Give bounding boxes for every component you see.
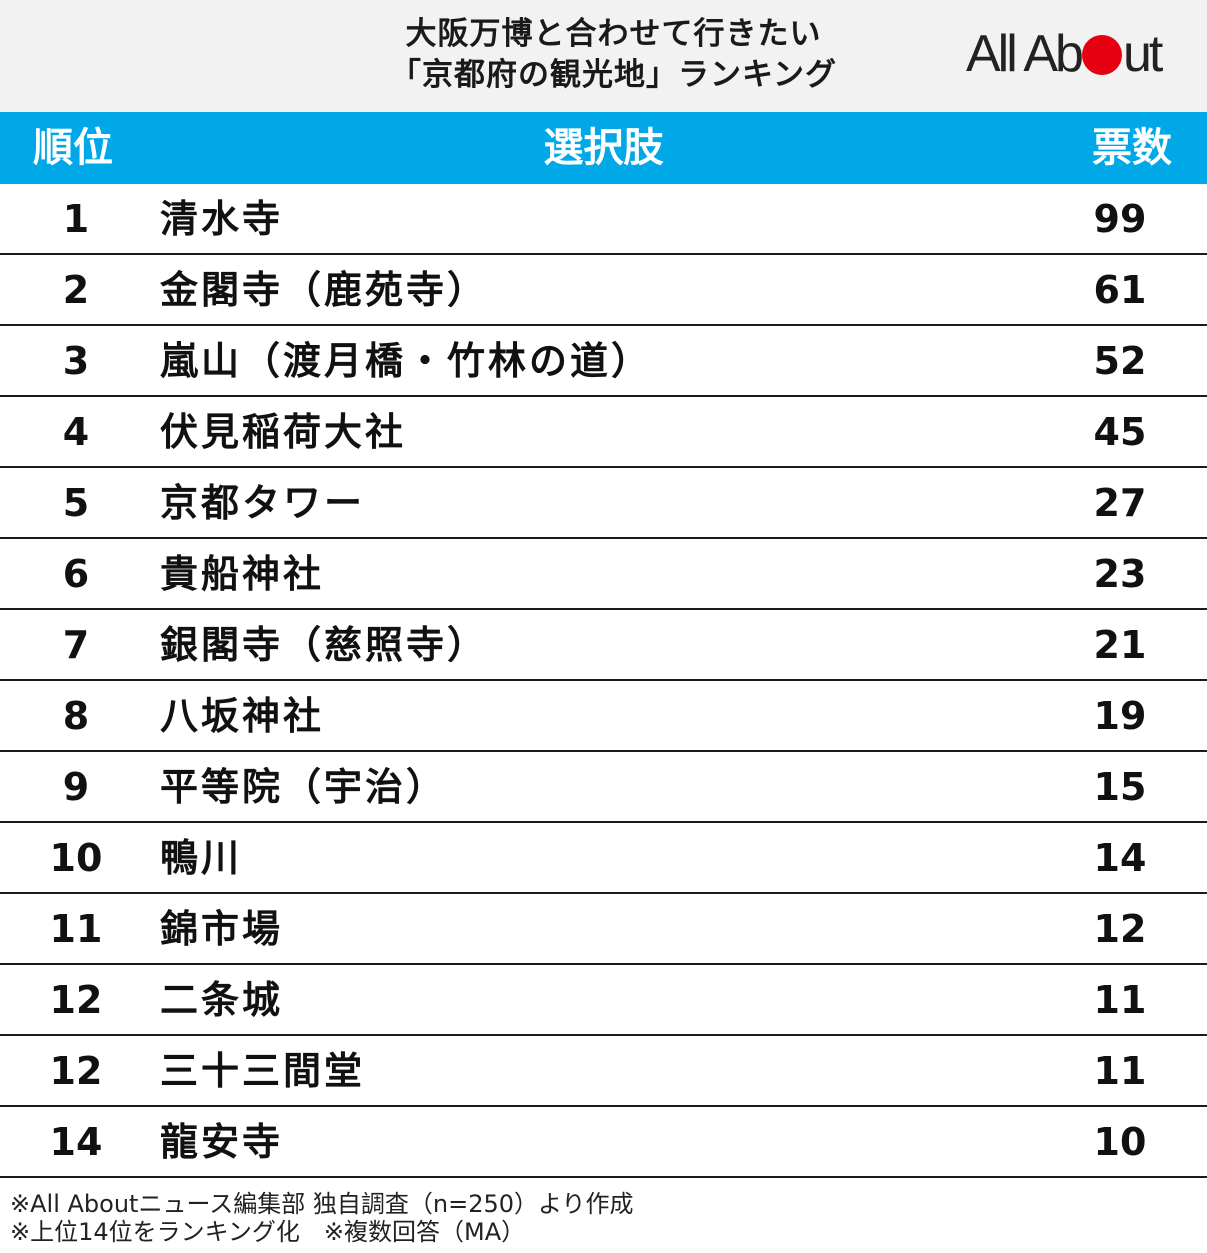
votes-cell: 99 — [1093, 197, 1147, 241]
rank-cell: 4 — [62, 410, 90, 454]
table-row: 1 清水寺 99 — [0, 184, 1207, 255]
votes-cell: 21 — [1093, 623, 1147, 667]
choice-cell: 三十三間堂 — [160, 1049, 366, 1093]
footnote-method: ※上位14位をランキング化 ※複数回答（MA） — [10, 1218, 526, 1246]
logo-dot-icon — [1081, 35, 1122, 75]
choice-cell: 鴨川 — [160, 836, 243, 880]
choice-cell: 平等院（宇治） — [160, 765, 448, 809]
column-header-rank: 順位 — [33, 125, 113, 171]
choice-cell: 清水寺 — [160, 197, 284, 241]
choice-cell: 嵐山（渡月橋・竹林の道） — [160, 339, 653, 383]
rank-cell: 1 — [62, 197, 90, 241]
votes-cell: 11 — [1093, 978, 1147, 1022]
rank-cell: 7 — [62, 623, 90, 667]
rank-cell: 10 — [49, 836, 103, 880]
footnote-source: ※All Aboutニュース編集部 独自調査（n=250）より作成 — [10, 1190, 634, 1218]
choice-cell: 二条城 — [160, 978, 284, 1022]
table-row: 12 二条城 11 — [0, 965, 1207, 1036]
table-row: 8 八坂神社 19 — [0, 681, 1207, 752]
votes-cell: 52 — [1093, 339, 1147, 383]
choice-cell: 金閣寺（鹿苑寺） — [160, 268, 489, 312]
rank-cell: 5 — [62, 481, 90, 525]
votes-cell: 27 — [1093, 481, 1147, 525]
choice-cell: 伏見稲荷大社 — [160, 410, 407, 454]
title-line-1: 大阪万博と合わせて行きたい — [405, 16, 822, 52]
votes-cell: 12 — [1093, 907, 1147, 951]
rank-cell: 3 — [62, 339, 90, 383]
rank-cell: 11 — [49, 907, 103, 951]
choice-cell: 八坂神社 — [160, 694, 325, 738]
all-about-logo: All Ab ut — [966, 24, 1163, 84]
rank-cell: 6 — [62, 552, 90, 596]
table-row: 4 伏見稲荷大社 45 — [0, 397, 1207, 468]
table-header: 順位 選択肢 票数 — [0, 112, 1207, 184]
choice-cell: 錦市場 — [160, 907, 284, 951]
table-row: 12 三十三間堂 11 — [0, 1036, 1207, 1107]
table-row: 5 京都タワー 27 — [0, 468, 1207, 539]
choice-cell: 貴船神社 — [160, 552, 325, 596]
votes-cell: 15 — [1093, 765, 1147, 809]
table-row: 7 銀閣寺（慈照寺） 21 — [0, 610, 1207, 681]
chart-title: 大阪万博と合わせて行きたい 「京都府の観光地」ランキング — [0, 14, 1207, 96]
votes-cell: 45 — [1093, 410, 1147, 454]
votes-cell: 23 — [1093, 552, 1147, 596]
rank-cell: 14 — [49, 1120, 103, 1164]
rank-cell: 9 — [62, 765, 90, 809]
choice-cell: 龍安寺 — [160, 1120, 284, 1164]
choice-cell: 銀閣寺（慈照寺） — [160, 623, 489, 667]
logo-text-right: ut — [1122, 25, 1163, 83]
votes-cell: 61 — [1093, 268, 1147, 312]
table-row: 10 鴨川 14 — [0, 823, 1207, 894]
logo-text-left: All Ab — [966, 25, 1084, 83]
table-row: 3 嵐山（渡月橋・竹林の道） 52 — [0, 326, 1207, 397]
title-line-2: 「京都府の観光地」ランキング — [389, 57, 838, 93]
votes-cell: 10 — [1093, 1120, 1147, 1164]
table-row: 2 金閣寺（鹿苑寺） 61 — [0, 255, 1207, 326]
votes-cell: 11 — [1093, 1049, 1147, 1093]
rank-cell: 12 — [49, 1049, 103, 1093]
rank-cell: 12 — [49, 978, 103, 1022]
table-row: 14 龍安寺 10 — [0, 1107, 1207, 1178]
column-header-choice: 選択肢 — [543, 125, 664, 171]
table-row: 6 貴船神社 23 — [0, 539, 1207, 610]
table-row: 9 平等院（宇治） 15 — [0, 752, 1207, 823]
votes-cell: 14 — [1093, 836, 1147, 880]
rank-cell: 8 — [62, 694, 90, 738]
page-header: 大阪万博と合わせて行きたい 「京都府の観光地」ランキング All Ab ut — [0, 0, 1207, 112]
votes-cell: 19 — [1093, 694, 1147, 738]
choice-cell: 京都タワー — [160, 481, 366, 525]
rank-cell: 2 — [62, 268, 90, 312]
ranking-table-body: 1 清水寺 99 2 金閣寺（鹿苑寺） 61 3 嵐山（渡月橋・竹林の道） 52… — [0, 184, 1207, 1178]
table-row: 11 錦市場 12 — [0, 894, 1207, 965]
column-header-votes: 票数 — [1092, 125, 1172, 171]
footnotes: ※All Aboutニュース編集部 独自調査（n=250）より作成 ※上位14位… — [10, 1190, 634, 1246]
